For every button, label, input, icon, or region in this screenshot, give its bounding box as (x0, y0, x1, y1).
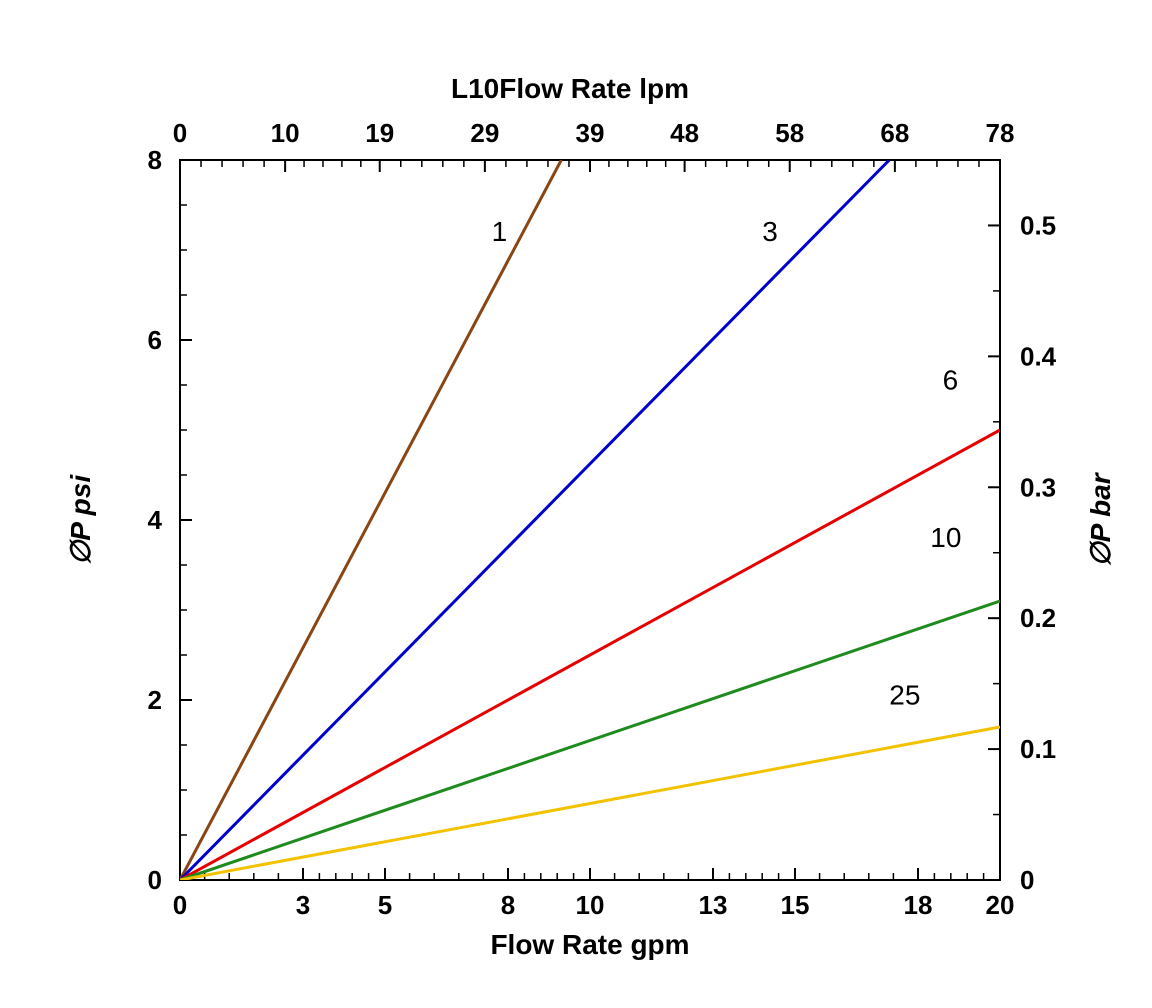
x-tick-label: 15 (781, 890, 810, 920)
x-tick-label: 19 (365, 118, 394, 148)
x-tick-label: 0 (173, 890, 187, 920)
x-tick-label: 10 (576, 890, 605, 920)
y-tick-label: 8 (148, 145, 162, 175)
y-tick-label: 0.1 (1020, 734, 1056, 764)
y-tick-label: 0.2 (1020, 603, 1056, 633)
x-tick-label: 48 (670, 118, 699, 148)
series-label-3: 3 (762, 216, 778, 247)
series-label-6: 6 (943, 365, 959, 396)
x-tick-label: 58 (775, 118, 804, 148)
plot-area (180, 160, 1000, 880)
y-tick-label: 0 (148, 865, 162, 895)
y-tick-label: 6 (148, 325, 162, 355)
x-tick-label: 3 (296, 890, 310, 920)
y-tick-label: 0.5 (1020, 210, 1056, 240)
y-right-title: ∅P bar (1085, 471, 1116, 566)
x-tick-label: 68 (880, 118, 909, 148)
series-label-10: 10 (930, 522, 961, 553)
x-tick-label: 18 (904, 890, 933, 920)
y-tick-label: 0.3 (1020, 472, 1056, 502)
y-left-title: ∅P psi (65, 474, 96, 565)
x-tick-label: 20 (986, 890, 1015, 920)
series-label-1: 1 (492, 216, 508, 247)
chart-svg: 03581013151820010192939485868780246800.1… (0, 0, 1152, 1008)
y-tick-label: 4 (148, 505, 163, 535)
x-tick-label: 10 (271, 118, 300, 148)
x-top-title-text: Flow Rate lpm (499, 73, 689, 104)
x-tick-label: 39 (576, 118, 605, 148)
y-tick-label: 0 (1020, 865, 1034, 895)
x-tick-label: 8 (501, 890, 515, 920)
x-tick-label: 13 (699, 890, 728, 920)
x-top-title-prefix: L10 (451, 73, 499, 104)
pressure-drop-chart: 03581013151820010192939485868780246800.1… (0, 0, 1152, 1008)
x-tick-label: 78 (986, 118, 1015, 148)
x-tick-label: 0 (173, 118, 187, 148)
x-top-title: L10Flow Rate lpm (451, 73, 689, 104)
x-tick-label: 5 (378, 890, 392, 920)
x-bottom-title: Flow Rate gpm (490, 929, 689, 960)
y-tick-label: 2 (148, 685, 162, 715)
y-tick-label: 0.4 (1020, 341, 1057, 371)
x-tick-label: 29 (470, 118, 499, 148)
series-label-25: 25 (889, 680, 920, 711)
